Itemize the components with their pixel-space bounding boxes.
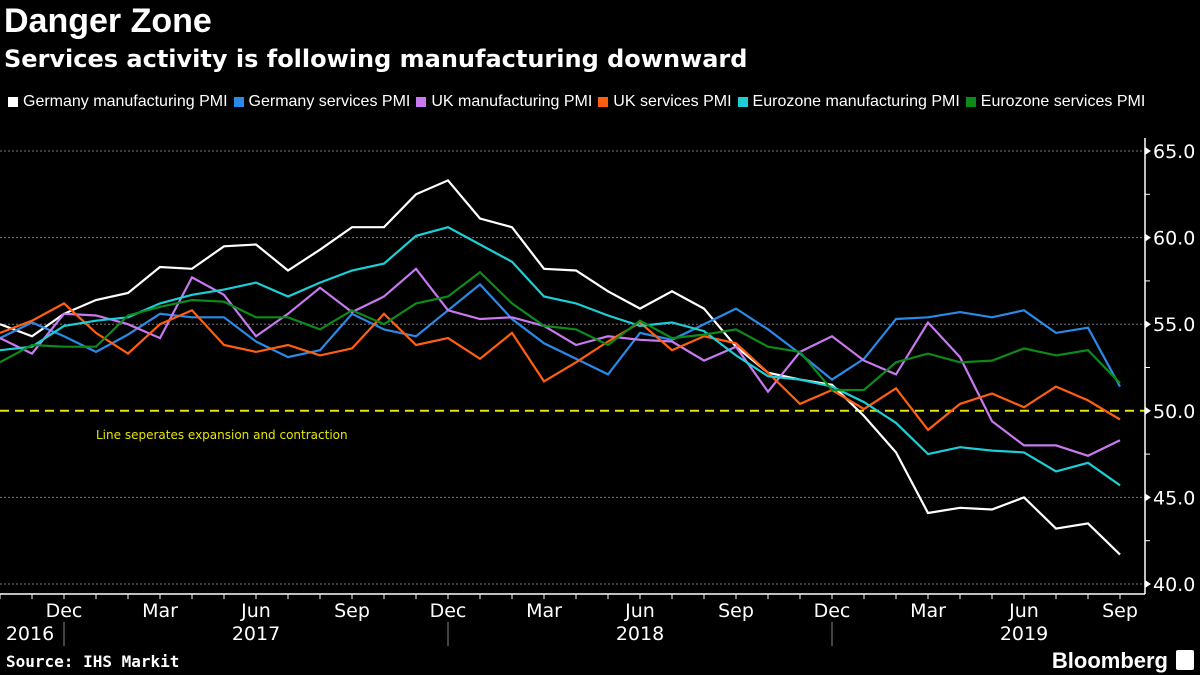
year-label: 2016	[6, 623, 54, 645]
year-label: 2017	[232, 623, 280, 645]
series-line	[0, 267, 1121, 457]
y-tick-arrow	[1145, 320, 1151, 329]
legend-swatch	[965, 96, 976, 107]
y-tick-label: 60.0	[1153, 228, 1195, 250]
x-tick-label: Dec	[814, 600, 851, 622]
x-tick-label: Jun	[624, 600, 655, 622]
x-tick-label: Sep	[334, 600, 370, 622]
series-line	[0, 226, 1121, 487]
x-tick-label: Jun	[240, 600, 271, 622]
legend-label: Germany services PMI	[248, 93, 411, 110]
legend-swatch	[8, 96, 18, 107]
year-label: 2018	[616, 623, 664, 645]
legend-label: UK services PMI	[613, 93, 732, 110]
legend-swatch	[598, 96, 609, 107]
bloomberg-logo: Bloomberg	[1051, 648, 1168, 673]
y-tick-label: 50.0	[1153, 401, 1195, 423]
legend-item: UK services PMI	[598, 91, 732, 112]
reference-line-label: Line seperates expansion and contraction	[96, 428, 348, 442]
x-tick-label: Sep	[1102, 600, 1138, 622]
legend-swatch	[416, 96, 427, 107]
legend-item: Germany manufacturing PMI	[8, 91, 228, 112]
legend-label: Eurozone services PMI	[980, 93, 1146, 110]
legend-swatch	[233, 96, 244, 107]
y-tick-arrow	[1145, 233, 1151, 242]
series-line	[0, 270, 1121, 392]
series-line	[0, 302, 1121, 432]
x-tick-label: Dec	[46, 600, 83, 622]
y-tick-label: 40.0	[1153, 574, 1195, 596]
legend-label: Eurozone manufacturing PMI	[752, 93, 960, 110]
bloomberg-chart-icon	[1176, 650, 1194, 670]
y-tick-arrow	[1145, 580, 1151, 588]
x-tick-label: Jun	[1008, 600, 1039, 622]
legend-swatch	[737, 96, 748, 107]
year-label: 2019	[1000, 623, 1048, 645]
source-note: Source: IHS Markit	[6, 652, 180, 671]
legend-item: Germany services PMI	[233, 91, 411, 112]
x-tick-label: Dec	[430, 600, 467, 622]
series-line	[0, 179, 1121, 556]
series-line	[0, 282, 1121, 388]
legend-label: UK manufacturing PMI	[431, 93, 593, 110]
y-tick-arrow	[1145, 493, 1151, 502]
x-tick-label: Mar	[526, 600, 562, 622]
legend-label: Germany manufacturing PMI	[23, 93, 228, 110]
legend-item: Eurozone services PMI	[965, 91, 1146, 112]
legend: Germany manufacturing PMI Germany service…	[8, 91, 1168, 113]
x-tick-label: Mar	[910, 600, 946, 622]
y-tick-label: 65.0	[1153, 141, 1195, 163]
chart-title: Danger Zone	[4, 2, 212, 40]
y-tick-label: 55.0	[1153, 314, 1195, 336]
x-tick-label: Sep	[718, 600, 754, 622]
x-tick-label: Mar	[142, 600, 178, 622]
legend-item: UK manufacturing PMI	[416, 91, 592, 112]
y-tick-label: 45.0	[1153, 487, 1195, 509]
legend-item: Eurozone manufacturing PMI	[737, 91, 960, 112]
y-tick-arrow	[1145, 147, 1151, 155]
y-tick-arrow	[1145, 406, 1151, 415]
chart-subtitle: Services activity is following manufactu…	[4, 45, 748, 73]
